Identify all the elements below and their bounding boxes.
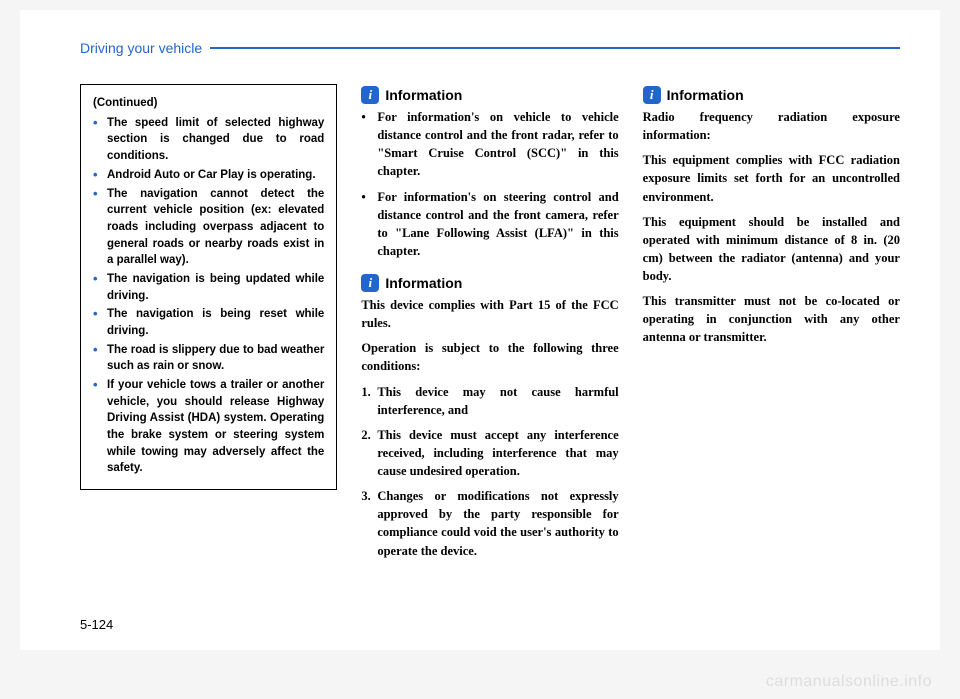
info-icon: i [361, 274, 379, 292]
info-heading: i Information [361, 86, 618, 104]
list-item: 1.This device may not cause harmful inte… [361, 383, 618, 419]
info-heading: i Information [643, 86, 900, 104]
info-block-2: i Information This device complies with … [361, 274, 618, 560]
info-body: •For information's on vehicle to vehicle… [361, 108, 618, 260]
list-item: •For information's on steering control a… [361, 188, 618, 261]
content-columns: (Continued) •The speed limit of selected… [80, 84, 900, 567]
continued-label: (Continued) [93, 95, 324, 112]
paragraph: This transmitter must not be co-located … [643, 292, 900, 346]
info-icon: i [361, 86, 379, 104]
column-1: (Continued) •The speed limit of selected… [80, 84, 337, 567]
page-number: 5-124 [80, 617, 113, 632]
list-item: •Android Auto or Car Play is operating. [93, 167, 324, 184]
paragraph: This equipment complies with FCC radiati… [643, 151, 900, 205]
continued-box: (Continued) •The speed limit of selected… [80, 84, 337, 490]
list-item: •The navigation is being reset while dri… [93, 306, 324, 339]
column-2: i Information •For information's on vehi… [361, 84, 618, 567]
list-item: •If your vehicle tows a trailer or anoth… [93, 377, 324, 477]
header: Driving your vehicle [80, 40, 900, 56]
watermark: carmanualsonline.info [766, 673, 932, 691]
column-3: i Information Radio frequency radiation … [643, 84, 900, 567]
list-item: •For information's on vehicle to vehicle… [361, 108, 618, 181]
info-block-3: i Information Radio frequency radiation … [643, 86, 900, 347]
info-heading-text: Information [385, 275, 462, 291]
list-item: 2.This device must accept any interferen… [361, 426, 618, 480]
info-body: This device complies with Part 15 of the… [361, 296, 618, 560]
manual-page: Driving your vehicle (Continued) •The sp… [20, 10, 940, 650]
section-title: Driving your vehicle [80, 40, 210, 56]
info-body: Radio frequency radiation exposure infor… [643, 108, 900, 347]
list-item: •The speed limit of selected highway sec… [93, 115, 324, 165]
continued-list: •The speed limit of selected highway sec… [93, 115, 324, 477]
info-heading-text: Information [385, 87, 462, 103]
list-item: •The navigation cannot detect the curren… [93, 186, 324, 269]
list-item: 3.Changes or modifications not expressly… [361, 487, 618, 560]
paragraph: This equipment should be installed and o… [643, 213, 900, 286]
paragraph: Radio frequency radiation exposure infor… [643, 108, 900, 144]
paragraph: Operation is subject to the following th… [361, 339, 618, 375]
list-item: •The road is slippery due to bad weather… [93, 342, 324, 375]
list-item: •The navigation is being updated while d… [93, 271, 324, 304]
info-heading: i Information [361, 274, 618, 292]
info-block-1: i Information •For information's on vehi… [361, 86, 618, 260]
header-rule [210, 47, 900, 49]
info-heading-text: Information [667, 87, 744, 103]
info-icon: i [643, 86, 661, 104]
paragraph: This device complies with Part 15 of the… [361, 296, 618, 332]
